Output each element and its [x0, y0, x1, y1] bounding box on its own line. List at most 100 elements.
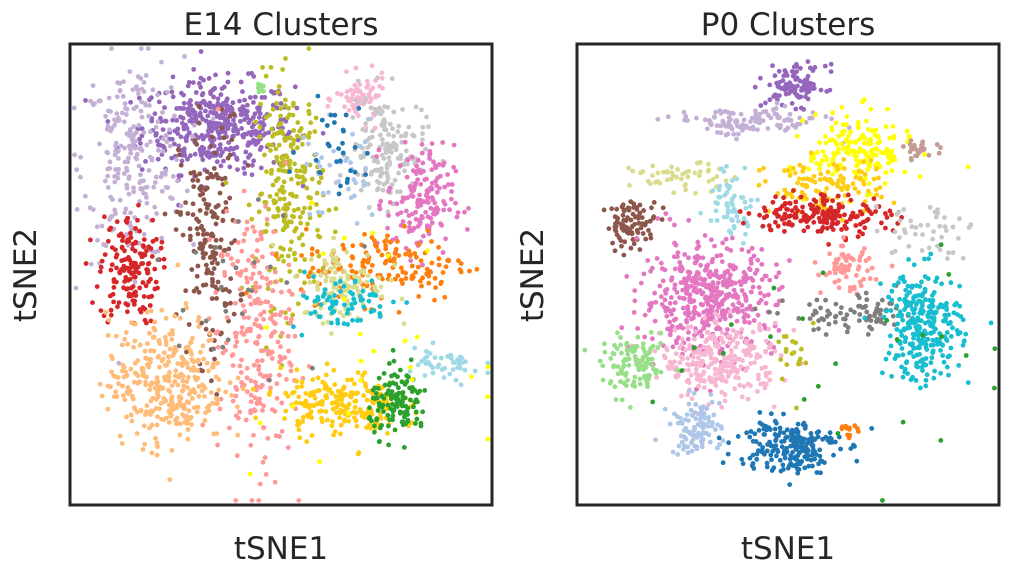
scatter-point: [409, 154, 415, 160]
scatter-point: [149, 156, 155, 161]
scatter-point: [940, 342, 946, 348]
scatter-point: [210, 283, 215, 288]
scatter-point: [225, 155, 231, 161]
scatter-point: [403, 208, 409, 214]
scatter-point: [291, 208, 297, 213]
scatter-point: [643, 236, 649, 242]
scatter-point: [355, 113, 361, 119]
scatter-point: [372, 429, 377, 435]
scatter-point: [813, 199, 819, 204]
scatter-point: [371, 348, 377, 354]
scatter-point: [244, 115, 250, 121]
scatter-point: [649, 205, 654, 211]
scatter-point: [120, 238, 125, 244]
scatter-point: [380, 141, 386, 147]
scatter-point: [190, 335, 195, 341]
scatter-point: [635, 214, 641, 220]
scatter-point: [332, 293, 337, 298]
scatter-point: [299, 332, 305, 338]
scatter-point: [210, 364, 216, 370]
scatter-point: [258, 312, 264, 318]
scatter-point: [122, 159, 128, 165]
scatter-point: [174, 415, 180, 421]
scatter-point: [361, 304, 367, 310]
scatter-point: [284, 280, 290, 285]
scatter-point: [445, 354, 450, 359]
scatter-point: [789, 194, 795, 200]
scatter-point: [693, 190, 698, 196]
scatter-point: [250, 386, 256, 392]
scatter-point: [134, 431, 140, 436]
scatter-point: [728, 248, 734, 253]
scatter-point: [318, 272, 324, 278]
scatter-point: [280, 227, 286, 233]
scatter-point: [272, 479, 278, 485]
scatter-point: [795, 83, 800, 89]
scatter-point: [224, 315, 230, 320]
scatter-point: [266, 142, 271, 148]
scatter-point: [901, 207, 907, 212]
scatter-point: [856, 168, 862, 174]
scatter-point: [704, 265, 709, 271]
scatter-point: [194, 142, 200, 147]
scatter-point: [132, 298, 138, 304]
scatter-point: [669, 164, 674, 170]
scatter-point: [260, 382, 265, 388]
scatter-point: [113, 211, 118, 216]
scatter-point: [148, 412, 153, 417]
scatter-point: [370, 128, 375, 134]
scatter-point: [153, 124, 159, 130]
scatter-point: [131, 124, 137, 129]
scatter-point: [345, 377, 350, 383]
scatter-point: [139, 365, 145, 371]
scatter-point: [184, 349, 189, 355]
scatter-point: [763, 300, 769, 306]
scatter-point: [782, 187, 788, 193]
scatter-point: [238, 292, 244, 297]
scatter-point: [201, 356, 207, 362]
scatter-point: [213, 221, 219, 227]
scatter-point: [758, 75, 763, 81]
scatter-point: [877, 185, 883, 191]
scatter-point: [143, 73, 149, 78]
scatter-point: [749, 339, 754, 344]
scatter-point: [198, 150, 204, 156]
scatter-point: [748, 261, 754, 266]
scatter-point: [690, 354, 696, 360]
cluster-16: [407, 340, 491, 388]
scatter-point: [208, 244, 213, 249]
scatter-point: [390, 417, 395, 423]
scatter-point: [193, 173, 199, 179]
scatter-point: [730, 235, 735, 241]
scatter-point: [205, 113, 211, 119]
scatter-point: [257, 420, 263, 426]
scatter-point: [228, 104, 234, 110]
scatter-point: [847, 288, 853, 294]
scatter-point: [233, 385, 239, 390]
scatter-point: [767, 277, 773, 283]
scatter-point: [399, 139, 405, 145]
scatter-point: [332, 112, 338, 118]
scatter-point: [832, 264, 838, 270]
scatter-point: [325, 103, 331, 109]
scatter-point: [192, 405, 197, 410]
scatter-point: [650, 173, 655, 179]
scatter-point: [638, 280, 644, 286]
scatter-point: [782, 168, 787, 174]
scatter-point: [291, 150, 296, 155]
scatter-point: [872, 132, 878, 138]
scatter-point: [277, 312, 283, 318]
scatter-point: [825, 169, 831, 175]
scatter-point: [203, 326, 209, 332]
scatter-point: [373, 107, 378, 112]
scatter-point: [398, 210, 404, 216]
scatter-point: [393, 246, 399, 252]
scatter-point: [233, 300, 238, 306]
scatter-point: [192, 138, 198, 144]
scatter-point: [275, 256, 281, 262]
scatter-point: [787, 111, 793, 117]
scatter-point: [710, 280, 716, 285]
scatter-point: [126, 133, 132, 139]
scatter-point: [677, 345, 683, 351]
